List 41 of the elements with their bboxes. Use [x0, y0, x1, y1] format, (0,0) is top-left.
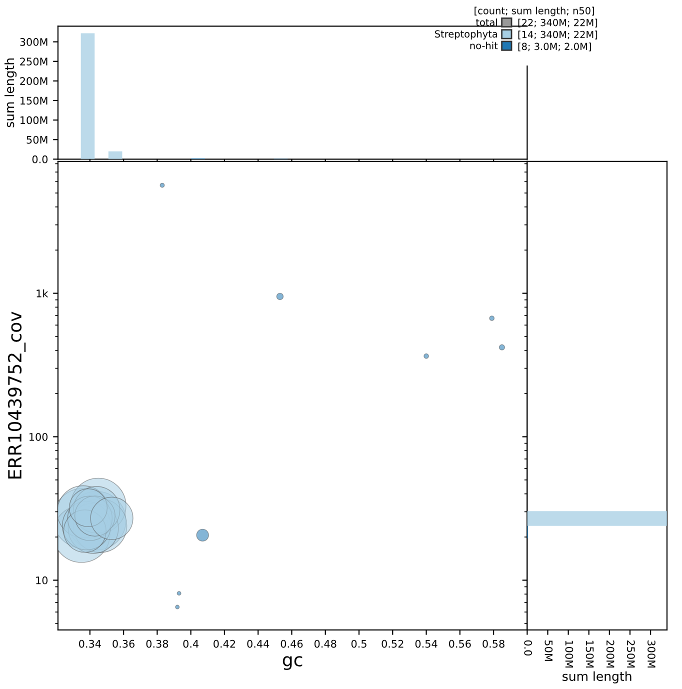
x-tick-label: 0.36 — [112, 640, 134, 648]
x-tick-label: 0.48 — [314, 640, 336, 648]
y-tick-label: 100M — [20, 116, 48, 124]
x-tick-label: 250M — [626, 640, 635, 668]
x-tick-label: 0.54 — [415, 640, 438, 648]
y-axis-title: sum length — [4, 58, 17, 128]
x-tick-label: 0.56 — [449, 640, 471, 648]
y-tick-label: 100 — [30, 432, 48, 441]
x-tick-label: 0.38 — [146, 640, 168, 648]
y-tick-label: 200M — [20, 77, 48, 86]
y-axis-title: ERR10439752_cov — [8, 312, 26, 478]
annotation: [22; 340M; 22M] — [518, 18, 598, 28]
annotation: [14; 340M; 22M] — [518, 30, 598, 40]
y-tick-label: 300M — [20, 38, 48, 46]
x-tick-label: 0.46 — [280, 640, 303, 648]
x-tick-label: 200M — [606, 640, 614, 668]
x-tick-label: 100M — [565, 640, 574, 668]
legend-title: [count; sum length; n50] — [474, 6, 594, 16]
legend-label: no-hit — [470, 42, 498, 50]
y-tick-label: 10 — [36, 576, 48, 584]
y-tick-label: 250M — [20, 58, 48, 66]
x-tick-label: 0.34 — [79, 640, 101, 648]
y-tick-label: 150M — [20, 96, 48, 105]
x-tick-label: 50M — [544, 640, 553, 661]
x-tick-label: 0.44 — [247, 640, 270, 648]
legend-label: Streptophyta — [435, 30, 498, 40]
legend-label: total — [476, 18, 497, 26]
y-tick-label: 1k — [36, 289, 48, 298]
x-tick-label: 0.0 — [524, 640, 532, 656]
x-tick-label: 0.42 — [214, 640, 236, 648]
x-tick-label: 0.58 — [482, 640, 504, 648]
x-tick-label: 300M — [648, 640, 656, 668]
x-tick-label: 0.5 — [351, 640, 366, 648]
annotation: [8; 3.0M; 2.0M] — [518, 42, 591, 52]
x-tick-label: 0.4 — [183, 640, 199, 648]
x-axis-title: sum length — [562, 671, 632, 684]
y-tick-label: 50M — [26, 136, 48, 144]
x-tick-label: 150M — [586, 640, 594, 668]
x-axis-title: gc — [282, 656, 302, 670]
y-tick-label: 0.0 — [32, 155, 48, 164]
x-tick-label: 0.52 — [382, 640, 404, 648]
